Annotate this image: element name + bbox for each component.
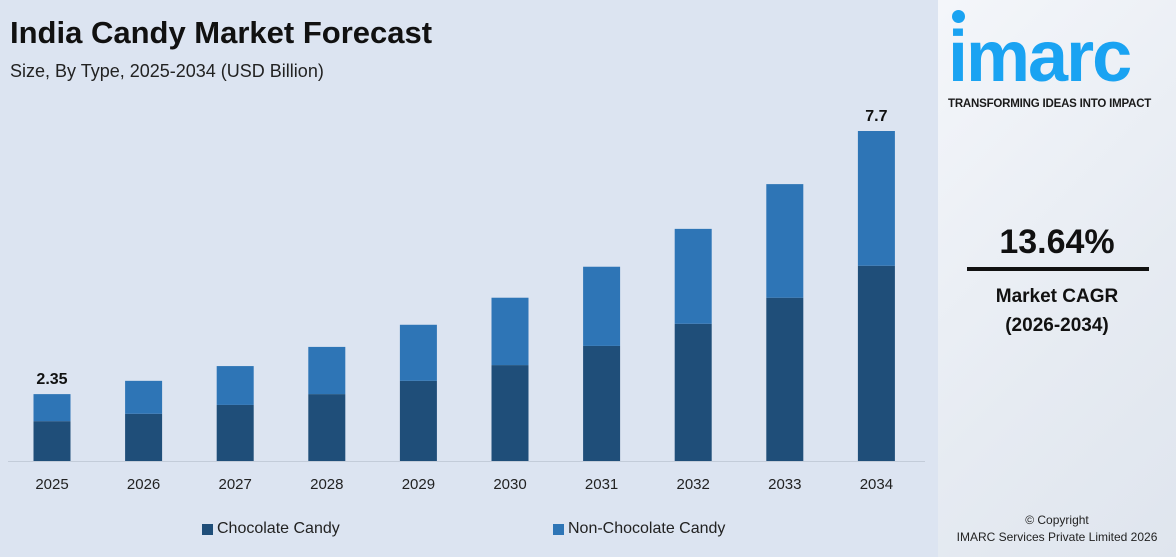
data-label: 7.7 — [865, 108, 887, 125]
bar-non-chocolate-2033 — [766, 184, 804, 298]
x-tick-label: 2030 — [493, 476, 526, 493]
bar-chocolate-2030 — [491, 365, 529, 461]
tagline: TRANSFORMING IDEAS INTO IMPACT — [948, 98, 1152, 110]
x-tick-label: 2032 — [677, 476, 710, 493]
x-tick-label: 2026 — [127, 476, 160, 493]
cagr-value: 13.64% — [999, 223, 1115, 261]
x-tick-label: 2025 — [35, 476, 68, 493]
cagr-label-text: Market CAGR — [995, 286, 1119, 307]
bar-chocolate-2025 — [33, 421, 71, 461]
bar-non-chocolate-2029 — [399, 324, 437, 381]
legend-item-chocolate: Chocolate Candy — [202, 519, 340, 539]
legend-label: Chocolate Candy — [217, 520, 340, 537]
legend-item-non-chocolate: Non-Chocolate Candy — [553, 519, 725, 539]
bar-chocolate-2028 — [308, 394, 346, 461]
bar-chocolate-2029 — [399, 380, 437, 461]
x-tick-label: 2033 — [768, 476, 801, 493]
bar-chocolate-2026 — [125, 413, 163, 461]
legend-label: Non-Chocolate Candy — [568, 520, 726, 537]
data-label: 2.35 — [36, 371, 67, 388]
bar-non-chocolate-2027 — [216, 366, 254, 405]
bar-chocolate-2027 — [216, 404, 254, 461]
x-tick-label: 2028 — [310, 476, 343, 493]
bar-chocolate-2031 — [583, 345, 621, 461]
copyright: © Copyright IMARC Services Private Limit… — [938, 512, 1176, 546]
bar-chocolate-2032 — [674, 323, 712, 461]
cagr-period: (2026-2034) — [1005, 315, 1109, 336]
chart-title: India Candy Market Forecast — [10, 15, 433, 50]
x-tick-label: 2029 — [402, 476, 435, 493]
bar-non-chocolate-2026 — [125, 380, 163, 414]
bar-non-chocolate-2034 — [857, 131, 895, 266]
bar-chocolate-2033 — [766, 297, 804, 461]
side-panel: imarc TRANSFORMING IDEAS INTO IMPACT 13.… — [938, 0, 1176, 557]
x-tick-label: 2031 — [585, 476, 618, 493]
bar-non-chocolate-2025 — [33, 394, 71, 422]
company-name: IMARC Services Private Limited 2026 — [956, 530, 1158, 544]
logo-dot — [952, 10, 965, 23]
bar-chocolate-2034 — [857, 265, 895, 461]
chart-subtitle: Size, By Type, 2025-2034 (USD Billion) — [10, 61, 324, 81]
bar-chart: 2025 2.35 2026 2027 2028 2029 2030 2031 2032 2033… — [8, 108, 925, 493]
imarc-logo: imarc — [948, 17, 1132, 97]
legend-swatch — [553, 523, 564, 535]
x-tick-label: 2027 — [219, 476, 252, 493]
bar-non-chocolate-2032 — [674, 228, 712, 324]
cagr-label: Market CAGR (2026-2034) — [938, 282, 1176, 340]
bar-non-chocolate-2031 — [583, 266, 621, 346]
legend-swatch — [202, 523, 213, 535]
bar-non-chocolate-2030 — [491, 297, 529, 366]
divider — [967, 267, 1149, 271]
copyright-text: © Copyright — [1025, 513, 1089, 527]
x-tick-label: 2034 — [860, 476, 893, 493]
bar-non-chocolate-2028 — [308, 346, 346, 395]
